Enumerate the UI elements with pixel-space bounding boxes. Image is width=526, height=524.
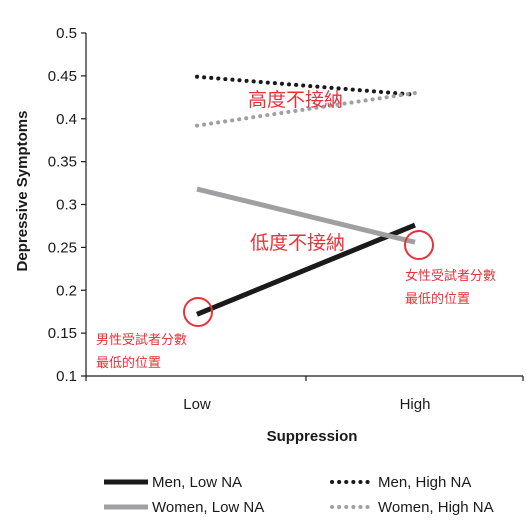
legend-label: Men, Low NA	[152, 474, 242, 491]
y-tick-label: 0.15	[48, 325, 77, 342]
annotation-women-lowest-line2: 最低的位置	[405, 291, 470, 307]
annotations: 高度不接納 低度不接納 男性受試者分數 最低的位置 女性受試者分數 最低的位置	[96, 89, 496, 371]
annotation-women-lowest-line1: 女性受試者分數	[405, 268, 496, 284]
y-tick-label: 0.45	[48, 68, 77, 85]
annotation-high-no-accept: 高度不接納	[248, 89, 343, 111]
y-tick-label: 0.25	[48, 239, 77, 256]
y-tick-label: 0.2	[56, 282, 77, 299]
annotation-low-no-accept: 低度不接納	[250, 232, 345, 254]
series-line-men-high-na	[195, 74, 417, 97]
legend: Men, Low NA Women, Low NA Men, High NA Wome…	[104, 474, 494, 516]
y-axis-title: Depressive Symptoms	[14, 111, 31, 272]
annotation-men-lowest-line1: 男性受試者分數	[96, 332, 187, 348]
legend-label: Women, Low NA	[152, 499, 264, 516]
x-axis-title: Suppression	[267, 428, 358, 445]
series-line-women-low-na	[196, 186, 416, 245]
y-tick-label: 0.3	[56, 197, 77, 214]
annotation-men-lowest-line2: 最低的位置	[96, 355, 161, 371]
y-tick-label: 0.35	[48, 154, 77, 171]
series-line-men-low-na	[196, 222, 416, 317]
series-lines	[195, 74, 417, 317]
women-lowest-circle	[404, 230, 434, 260]
y-tick-label: 0.4	[56, 111, 77, 128]
x-ticks: Low High	[85, 376, 524, 413]
y-tick-label: 0.1	[56, 368, 77, 385]
series-line-women-high-na	[195, 91, 417, 128]
legend-label: Men, High NA	[378, 474, 471, 491]
y-tick-label: 0.5	[56, 25, 77, 42]
x-tick-label: Low	[183, 396, 211, 413]
y-ticks: 0.1 0.15 0.2 0.25 0.3 0.35 0.4 0.45 0.5	[48, 25, 86, 385]
x-tick-label: High	[400, 396, 431, 413]
men-lowest-circle	[183, 297, 213, 327]
legend-label: Women, High NA	[378, 499, 494, 516]
